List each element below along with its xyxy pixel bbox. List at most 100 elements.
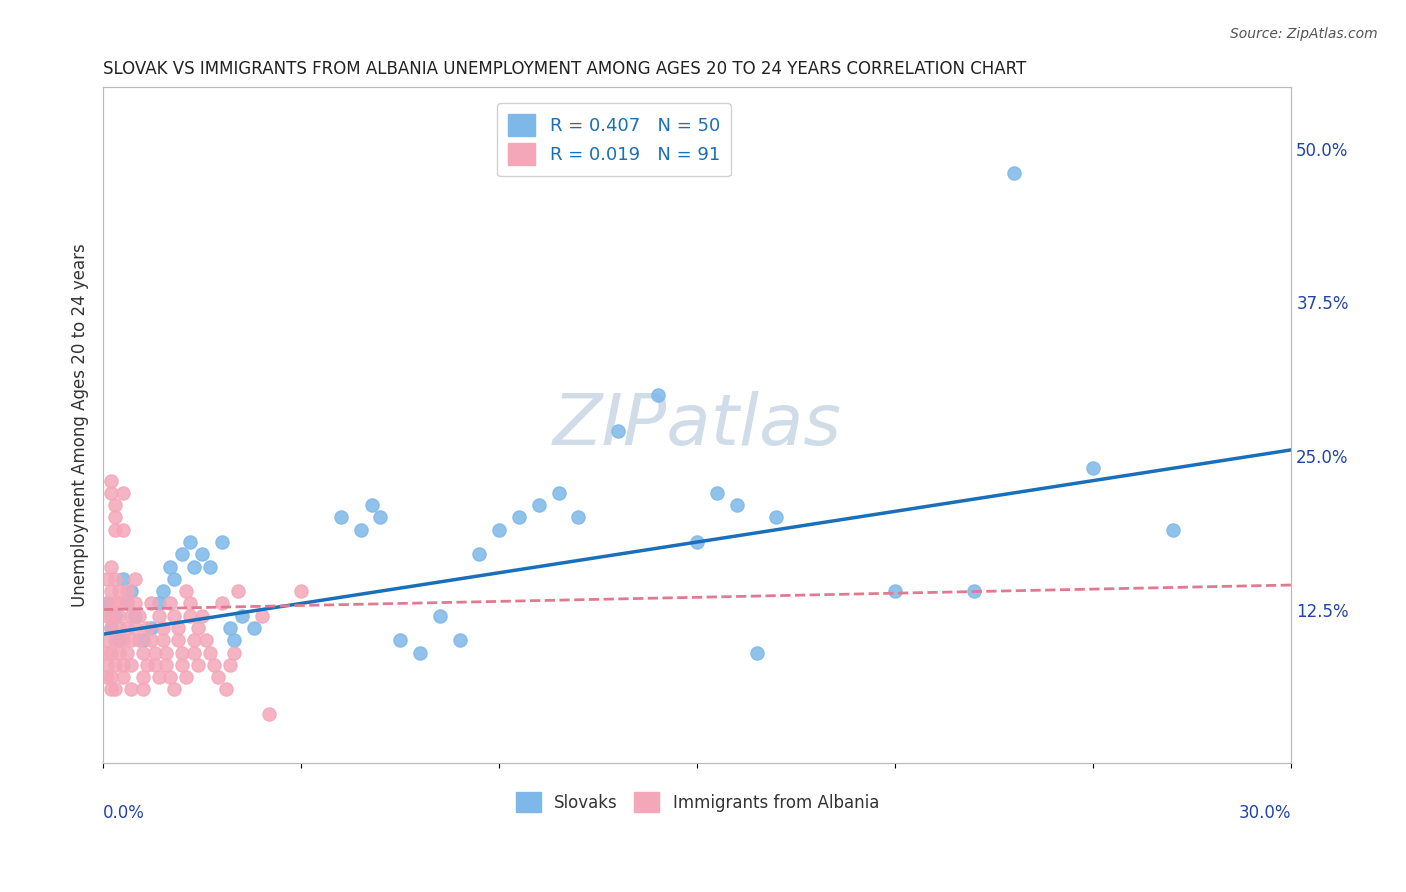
Point <box>96 633 118 648</box>
Point <box>128 633 150 648</box>
Point <box>100 621 122 635</box>
Point <box>409 646 432 660</box>
Point <box>100 474 122 488</box>
Point <box>115 584 138 599</box>
Point <box>250 608 273 623</box>
Point <box>152 621 174 635</box>
Point <box>218 657 240 672</box>
Point <box>111 523 134 537</box>
Point <box>195 633 218 648</box>
Point <box>172 547 194 561</box>
Point <box>143 657 166 672</box>
Point <box>468 547 491 561</box>
Point <box>124 621 146 635</box>
Point <box>647 387 669 401</box>
Legend: Slovaks, Immigrants from Albania: Slovaks, Immigrants from Albania <box>506 782 889 822</box>
Point <box>389 633 412 648</box>
Point <box>96 646 118 660</box>
Point <box>96 657 118 672</box>
Point <box>115 596 138 610</box>
Point <box>139 596 162 610</box>
Point <box>884 584 907 599</box>
Point <box>259 706 281 721</box>
Point <box>96 670 118 684</box>
Point <box>159 559 181 574</box>
Point <box>139 633 162 648</box>
Point <box>211 596 233 610</box>
Point <box>167 633 190 648</box>
Point <box>100 682 122 697</box>
Point <box>242 621 264 635</box>
Point <box>567 510 589 524</box>
Point <box>96 596 118 610</box>
Point <box>349 523 371 537</box>
Point <box>100 584 122 599</box>
Point <box>100 670 122 684</box>
Point <box>100 608 122 623</box>
Point <box>211 535 233 549</box>
Point <box>231 608 253 623</box>
Point <box>100 486 122 500</box>
Point <box>120 608 142 623</box>
Point <box>176 670 198 684</box>
Point <box>163 682 186 697</box>
Point <box>104 572 127 586</box>
Point <box>686 535 709 549</box>
Point <box>1161 523 1184 537</box>
Point <box>163 572 186 586</box>
Point <box>139 621 162 635</box>
Point <box>135 657 157 672</box>
Point <box>191 547 214 561</box>
Point <box>159 596 181 610</box>
Point <box>183 559 205 574</box>
Point <box>163 608 186 623</box>
Point <box>179 596 201 610</box>
Text: SLOVAK VS IMMIGRANTS FROM ALBANIA UNEMPLOYMENT AMONG AGES 20 TO 24 YEARS CORRELA: SLOVAK VS IMMIGRANTS FROM ALBANIA UNEMPL… <box>103 60 1026 78</box>
Point <box>1083 461 1105 475</box>
Point <box>104 523 127 537</box>
Point <box>329 510 352 524</box>
Point <box>547 486 569 500</box>
Point <box>108 633 131 648</box>
Point <box>187 621 209 635</box>
Point <box>96 572 118 586</box>
Point <box>191 608 214 623</box>
Point <box>120 633 142 648</box>
Point <box>124 608 146 623</box>
Point <box>198 646 221 660</box>
Point <box>176 584 198 599</box>
Point <box>148 608 170 623</box>
Point <box>108 621 131 635</box>
Point <box>527 498 550 512</box>
Point <box>159 670 181 684</box>
Point <box>429 608 451 623</box>
Point <box>111 633 134 648</box>
Point <box>218 621 240 635</box>
Point <box>132 633 155 648</box>
Point <box>104 608 127 623</box>
Point <box>115 621 138 635</box>
Point <box>115 596 138 610</box>
Point <box>207 670 229 684</box>
Text: Source: ZipAtlas.com: Source: ZipAtlas.com <box>1230 27 1378 41</box>
Point <box>745 646 768 660</box>
Point <box>111 670 134 684</box>
Point <box>361 498 384 512</box>
Point <box>128 608 150 623</box>
Point <box>172 657 194 672</box>
Point <box>108 596 131 610</box>
Point <box>508 510 530 524</box>
Point <box>152 633 174 648</box>
Point <box>449 633 471 648</box>
Point <box>488 523 510 537</box>
Point <box>132 682 155 697</box>
Point <box>155 646 177 660</box>
Point <box>120 657 142 672</box>
Point <box>111 572 134 586</box>
Point <box>100 559 122 574</box>
Point <box>167 621 190 635</box>
Point <box>104 498 127 512</box>
Text: 0.0%: 0.0% <box>103 804 145 822</box>
Point <box>143 646 166 660</box>
Point <box>607 425 630 439</box>
